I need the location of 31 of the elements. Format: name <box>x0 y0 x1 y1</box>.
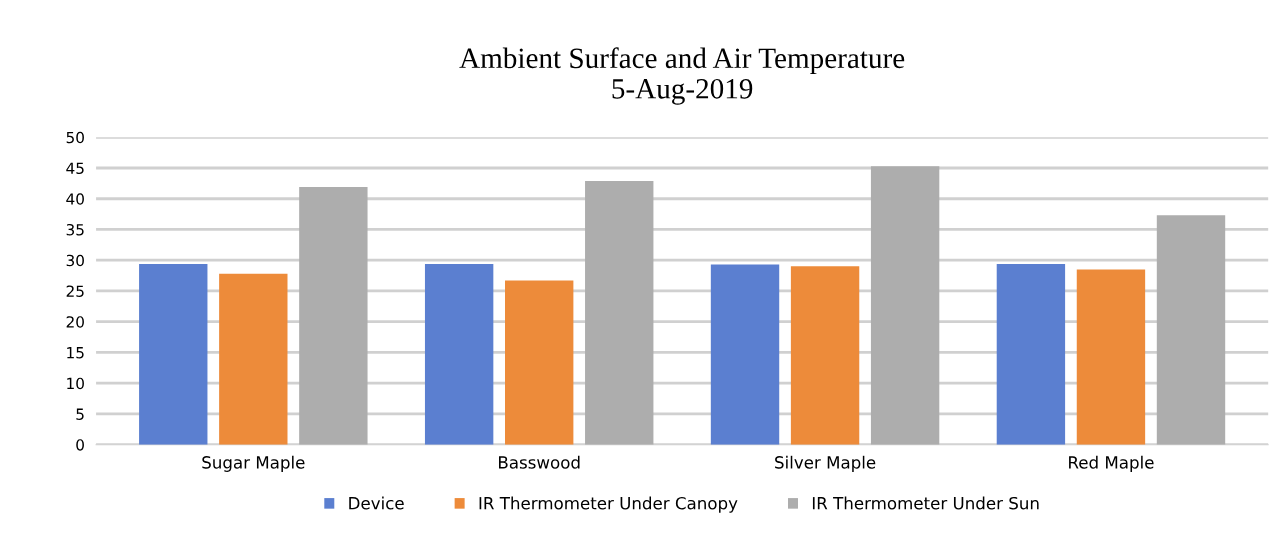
y-tick-label: 10 <box>67 377 84 390</box>
y-tick-label: 35 <box>66 223 84 236</box>
y-tick-label: 45 <box>66 162 84 175</box>
bar <box>505 280 574 445</box>
chart-title: Ambient Surface and Air Temperature 5-Aug-2019 <box>459 47 905 105</box>
bar <box>1156 215 1226 445</box>
legend-label: Device <box>349 496 404 510</box>
x-tick-label: Silver Maple <box>775 455 876 472</box>
x-tick-label: Basswood <box>499 455 580 469</box>
bar <box>790 266 860 445</box>
y-tick-label: 50 <box>66 131 84 144</box>
bar <box>585 180 654 445</box>
bar <box>299 187 368 445</box>
bar <box>139 263 208 445</box>
bar <box>996 263 1066 445</box>
bar <box>870 166 940 445</box>
bar <box>1076 269 1146 445</box>
bar <box>424 263 494 445</box>
y-tick-label: 40 <box>66 193 84 205</box>
y-tick-label: 20 <box>66 316 84 328</box>
bar <box>219 273 288 445</box>
y-tick-label: 0 <box>76 439 84 451</box>
x-tick-label: Sugar Maple <box>202 455 305 472</box>
y-tick-label: 25 <box>66 285 84 297</box>
y-tick-label: 5 <box>76 408 84 420</box>
legend-label: IR Thermometer Under Canopy <box>479 496 738 513</box>
bar <box>710 264 780 445</box>
legend-label: IR Thermometer Under Sun <box>812 496 1039 510</box>
y-tick-label: 30 <box>66 254 84 267</box>
y-tick-label: 15 <box>67 347 84 359</box>
x-tick-label: Red Maple <box>1069 455 1154 472</box>
